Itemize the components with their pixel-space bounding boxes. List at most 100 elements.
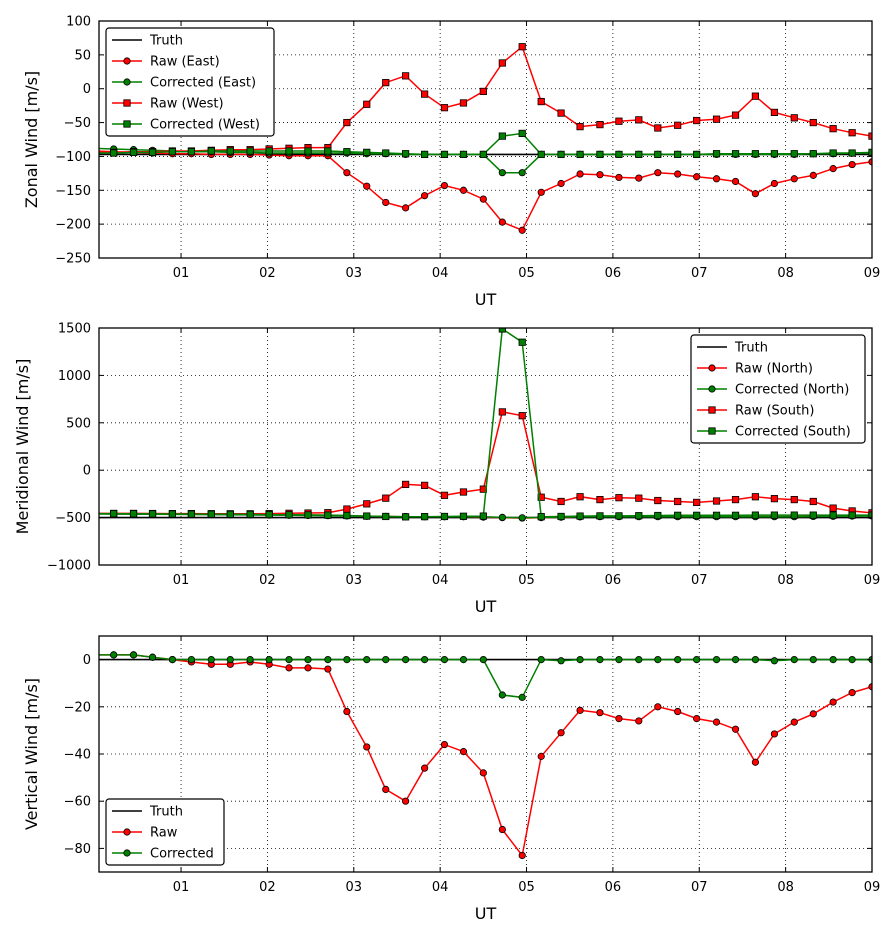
- x-axis-label: UT: [475, 904, 497, 923]
- data-point: [518, 412, 526, 420]
- data-point: [129, 651, 138, 659]
- data-point: [829, 655, 837, 664]
- data-point: [459, 150, 468, 158]
- legend-label: Truth: [149, 805, 183, 820]
- data-point: [207, 510, 215, 518]
- data-point: [674, 121, 682, 129]
- data-point: [635, 174, 643, 182]
- data-point: [265, 655, 273, 664]
- data-point: [459, 512, 468, 520]
- data-point: [576, 170, 584, 178]
- data-point: [382, 79, 390, 87]
- data-point: [848, 689, 856, 697]
- data-point: [421, 655, 429, 664]
- data-point: [382, 512, 390, 521]
- data-point: [498, 169, 506, 177]
- data-point: [110, 149, 118, 157]
- data-point: [576, 150, 584, 158]
- data-point: [402, 72, 410, 80]
- legend-label: Corrected (North): [735, 383, 849, 398]
- data-point: [498, 132, 506, 140]
- data-point: [246, 655, 254, 664]
- data-point: [731, 150, 740, 158]
- legend: Truth Raw (East) Corrected (East) Raw (West…: [105, 27, 275, 137]
- data-point: [324, 665, 332, 673]
- data-point: [654, 150, 662, 158]
- x-tick-label: 05: [518, 573, 535, 588]
- data-point: [693, 116, 701, 125]
- data-point: [459, 655, 468, 664]
- legend-label: Raw (North): [735, 362, 813, 377]
- data-point: [324, 511, 332, 519]
- data-point: [751, 493, 760, 501]
- y-axis-label: Meridional Wind [m/s]: [13, 359, 32, 535]
- data-point: [790, 718, 798, 726]
- y-tick-label: 0: [83, 82, 91, 97]
- data-point: [770, 150, 779, 158]
- data-point: [265, 147, 273, 155]
- data-point: [498, 218, 506, 226]
- data-point: [498, 408, 506, 416]
- data-point: [91, 652, 97, 658]
- data-point: [363, 655, 371, 664]
- data-point: [829, 698, 837, 706]
- data-point: [751, 655, 760, 664]
- data-point: [421, 513, 429, 521]
- data-point: [187, 148, 196, 156]
- data-point: [809, 511, 817, 519]
- data-point: [343, 148, 351, 156]
- data-point: [829, 511, 837, 519]
- data-point: [402, 204, 410, 212]
- data-point: [809, 118, 817, 127]
- data-point: [654, 655, 662, 664]
- data-point: [363, 100, 371, 108]
- legend: Truth Raw Corrected: [105, 798, 225, 866]
- data-point: [829, 149, 837, 157]
- data-point: [479, 87, 487, 96]
- data-point: [226, 655, 234, 664]
- y-tick-label: −20: [64, 700, 91, 715]
- data-point: [693, 150, 701, 158]
- legend: Truth Raw (North) Corrected (North) Raw (So…: [690, 334, 866, 444]
- data-point: [382, 785, 390, 794]
- data-point: [596, 121, 604, 129]
- data-point: [770, 495, 779, 503]
- x-tick-label: 09: [864, 266, 881, 281]
- data-point: [615, 714, 623, 723]
- x-tick-label: 03: [346, 880, 363, 895]
- data-point: [674, 511, 682, 519]
- legend-marker: [708, 427, 716, 435]
- data-point: [557, 179, 565, 188]
- data-point: [557, 497, 565, 506]
- x-tick-label: 03: [346, 573, 363, 588]
- x-tick-label: 02: [259, 880, 276, 895]
- data-point: [751, 150, 760, 158]
- data-point: [226, 147, 234, 155]
- data-point: [615, 117, 623, 125]
- data-point: [518, 693, 526, 701]
- legend-label: Corrected (South): [735, 425, 851, 440]
- y-tick-label: −1000: [47, 559, 91, 574]
- data-point: [91, 511, 97, 517]
- data-point: [479, 512, 487, 520]
- data-point: [343, 707, 351, 716]
- data-point: [440, 512, 449, 521]
- data-point: [654, 124, 662, 132]
- x-tick-label: 01: [173, 573, 190, 588]
- data-point: [421, 150, 429, 158]
- y-tick-label: 100: [66, 15, 91, 30]
- data-point: [654, 496, 662, 505]
- chart-panel-2: 01 02 03 04 05 06 07 08 09 −1000 −500 0 500 1000 1500 U…: [13, 322, 880, 617]
- x-tick-label: 08: [777, 573, 794, 588]
- y-tick-label: −250: [55, 252, 91, 267]
- data-point: [285, 511, 293, 519]
- data-point: [576, 706, 584, 714]
- data-point: [537, 655, 545, 664]
- data-point: [596, 512, 604, 520]
- data-point: [596, 171, 604, 179]
- y-tick-label: 0: [83, 653, 91, 668]
- x-tick-label: 01: [173, 880, 190, 895]
- data-point: [91, 149, 97, 155]
- data-point: [440, 181, 449, 190]
